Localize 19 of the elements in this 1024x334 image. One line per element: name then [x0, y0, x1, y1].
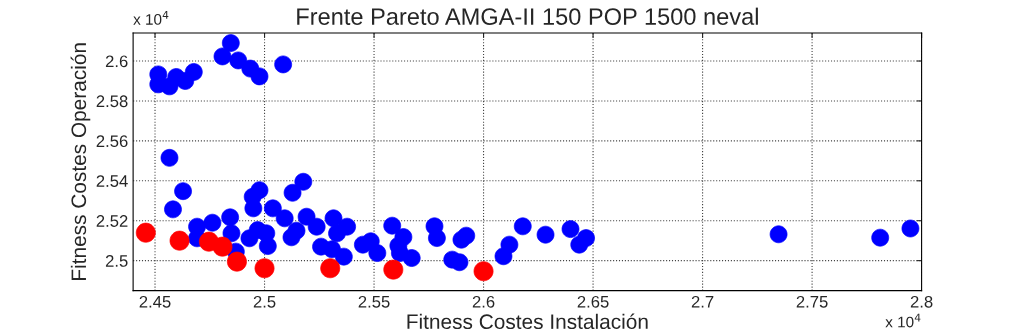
x-tick-label: 2.75 — [796, 295, 828, 308]
x-axis-title: Fitness Costes Instalación — [407, 313, 648, 330]
text: x 10$^{4}$ — [885, 313, 921, 328]
chart-title: Frente Pareto AMGA-II 150 POP 1500 neval — [297, 7, 758, 25]
y-tick-label: 2.58 — [96, 95, 128, 108]
y-tick-label: 2.54 — [96, 175, 128, 187]
x-tick-label: 2.65 — [577, 295, 609, 308]
x-tick-label: 2.45 — [139, 295, 171, 308]
y-tick-label: 2.56 — [96, 135, 128, 148]
y-tick-label: 2.6 — [105, 55, 128, 68]
x-tick-label: 2.55 — [358, 295, 390, 308]
x-tick-label: 2.7 — [691, 295, 714, 308]
x-tick-label: 2.8 — [910, 295, 933, 308]
x-tick-label: 2.6 — [472, 295, 495, 308]
y-tick-label: 2.52 — [96, 215, 128, 227]
x-tick-label: 2.5 — [253, 295, 276, 308]
y-axis-title: Fitness Costes Operación — [70, 43, 91, 280]
text: x 10$^{4}$ — [133, 11, 169, 25]
y-tick-label: 2.5 — [105, 255, 128, 267]
